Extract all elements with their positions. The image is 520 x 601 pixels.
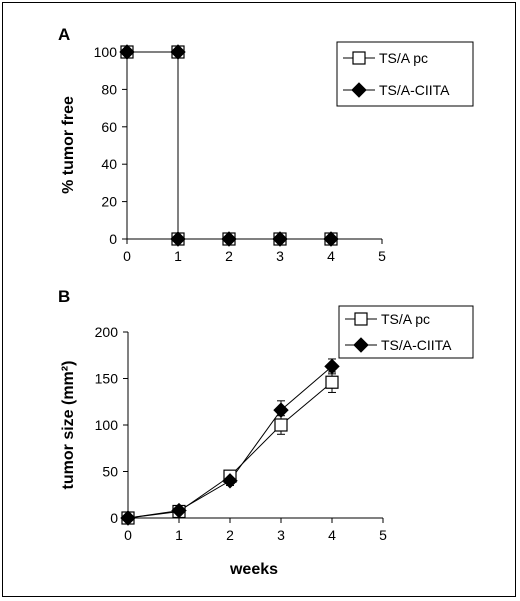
panel-b-series-ts-a-ciita-point xyxy=(324,358,340,375)
panel-a-y-tick-label: 60 xyxy=(101,119,117,135)
panel-a-x-tick-label: 2 xyxy=(225,248,233,264)
panel-b-series-ts-a-ciita-point xyxy=(120,510,136,526)
panel-a-ylabel: % tumor free xyxy=(60,96,77,194)
panel-b-x-tick-label: 4 xyxy=(328,527,336,543)
panel-b-y-tick-label: 150 xyxy=(95,371,119,387)
panel-b-series-ts-a-ciita-point xyxy=(222,473,238,489)
panel-b-legend-ts-a-ciita-marker xyxy=(353,337,369,353)
panel-b-series-ts-a-pc-point xyxy=(274,418,288,432)
panel-b-series-ts-a-ciita-point xyxy=(171,502,187,519)
panel-a-x-tick-label: 0 xyxy=(123,248,131,264)
panel-a-series-ts-a-ciita-point xyxy=(119,44,135,60)
panel-b-y-tick-label: 0 xyxy=(110,510,118,526)
panel-b-series-ts-a-ciita-line xyxy=(127,366,333,519)
panel-a-series-ts-a-ciita-point xyxy=(221,231,237,247)
panel-a-series-ts-a-ciita-point xyxy=(170,44,186,60)
panel-a-y-tick-label: 20 xyxy=(101,194,117,210)
panel-b-y-tick-label: 50 xyxy=(102,464,118,480)
panel-a-legend-ts-a-pc-marker xyxy=(352,51,366,65)
panel-a-series-ts-a-ciita-point xyxy=(323,231,339,247)
panel-b-series-ts-a-pc-line xyxy=(127,381,333,519)
panel-a-legend-ts-a-ciita-marker xyxy=(351,82,367,98)
panel-b-legend-ts-a-pc-marker xyxy=(354,312,368,326)
panel-b-x-tick-label: 5 xyxy=(379,527,387,543)
panel-b-letter: B xyxy=(58,287,70,306)
panel-b-y-tick-label: 200 xyxy=(95,324,119,340)
panel-b-plot: 0 50 100 150 200 0 1 2 3 4 5 TS/A pc TS/A-CIITA xyxy=(95,305,474,543)
panel-b-x-tick-label: 3 xyxy=(277,527,285,543)
panel-a-x-tick-label: 3 xyxy=(276,248,284,264)
panel-a-series-ts-a-ciita-point xyxy=(272,231,288,247)
panel-a-x-tick-label: 1 xyxy=(174,248,182,264)
panel-a-legend-ts-a-ciita-label: TS/A-CIITA xyxy=(379,82,450,98)
panel-a-letter: A xyxy=(58,25,70,44)
panel-b-legend-ts-a-ciita-label: TS/A-CIITA xyxy=(381,337,452,353)
panel-a-y-tick-label: 100 xyxy=(94,44,118,60)
panel-b-series-ts-a-pc-point xyxy=(325,375,339,389)
panel-a-y-tick-label: 80 xyxy=(101,81,117,97)
panel-b-y-tick-label: 100 xyxy=(95,417,119,433)
panel-a-y-tick-label: 40 xyxy=(101,156,117,172)
panel-b-x-tick-label: 0 xyxy=(124,527,132,543)
panel-b-series-ts-a-ciita-point xyxy=(273,402,289,418)
panel-a-legend-ts-a-pc-label: TS/A pc xyxy=(379,50,428,66)
panel-a-y-tick-label: 0 xyxy=(109,231,117,247)
panel-a-x-tick-label: 4 xyxy=(327,248,335,264)
panel-b-x-tick-label: 2 xyxy=(226,527,234,543)
panel-a-x-tick-label: 5 xyxy=(378,248,386,264)
panel-b-xlabel: weeks xyxy=(229,561,278,578)
panel-b-ylabel: tumor size (mm²) xyxy=(60,361,77,490)
panel-a-plot: 0 20 40 60 80 100 0 1 2 3 4 5 TS/A pc TS/A-CIITA xyxy=(94,41,474,264)
panel-a-series-ts-a-ciita-point xyxy=(170,231,186,247)
panel-a-series-ts-a-pc-line xyxy=(127,51,331,240)
panel-b-legend-ts-a-pc-label: TS/A pc xyxy=(381,311,430,327)
panel-b-x-tick-label: 1 xyxy=(175,527,183,543)
panel-a-series-ts-a-ciita-line xyxy=(127,51,331,240)
